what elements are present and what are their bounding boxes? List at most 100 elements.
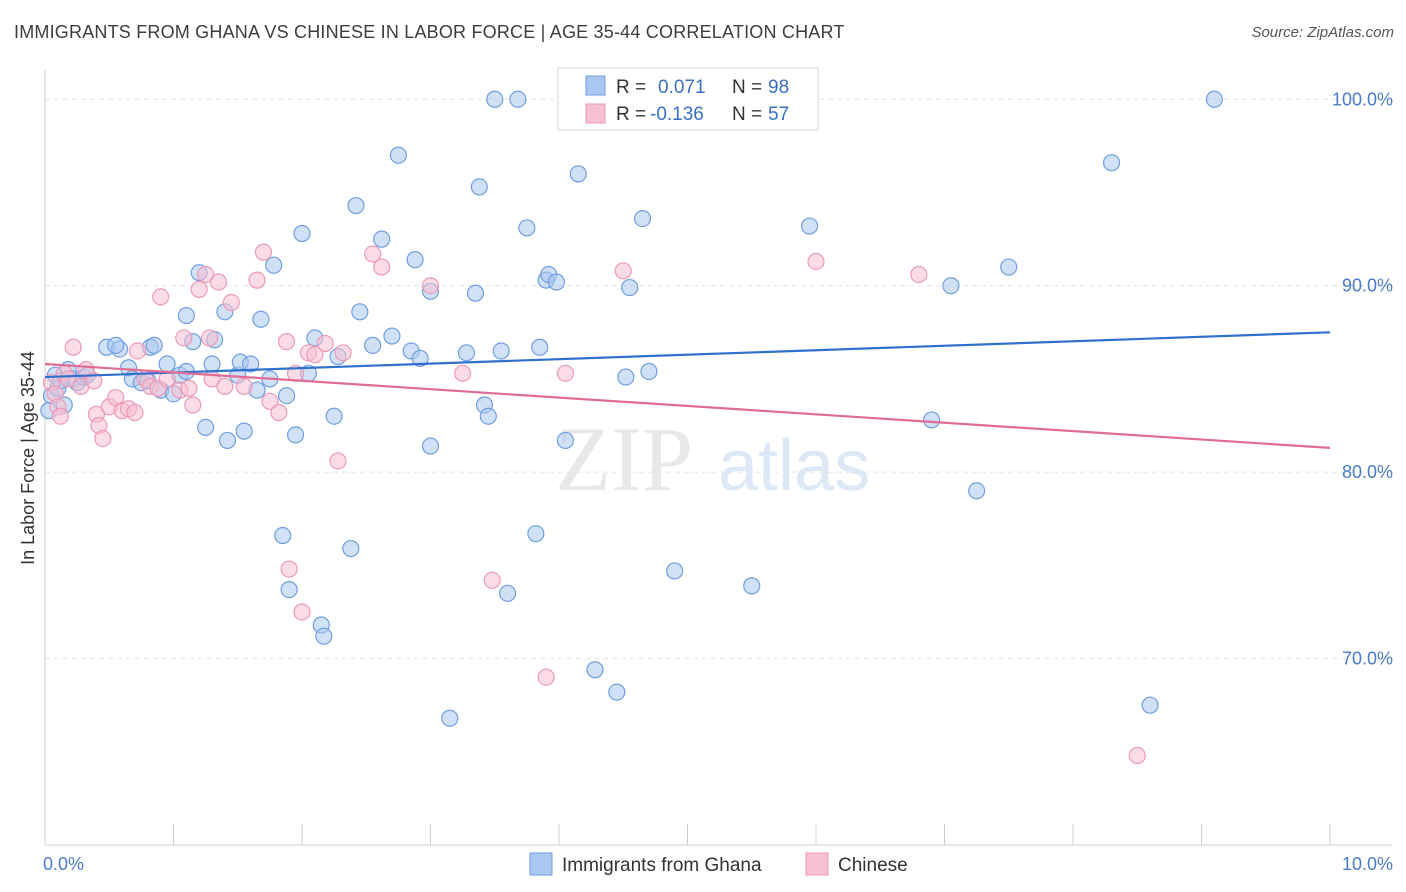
chinese-point bbox=[373, 258, 391, 276]
chinese-point bbox=[200, 329, 219, 347]
chinese-point bbox=[334, 344, 352, 362]
chinese-point bbox=[197, 265, 215, 284]
ghana-point bbox=[411, 349, 429, 368]
chinese-point bbox=[180, 379, 198, 397]
legend-label-ghana: Immigrants from Ghana bbox=[562, 855, 762, 876]
ghana-point bbox=[389, 146, 407, 164]
ghana-point bbox=[518, 219, 536, 237]
chinese-point bbox=[483, 571, 501, 589]
stats-n-value-chinese: 57 bbox=[768, 104, 789, 125]
ghana-point bbox=[1141, 696, 1159, 714]
chinese-point bbox=[126, 403, 144, 422]
chinese-point bbox=[316, 334, 334, 353]
stats-r-value-chinese: -0.136 bbox=[650, 104, 704, 125]
ghana-point bbox=[466, 284, 485, 302]
ghana-point bbox=[531, 338, 549, 356]
ghana-point bbox=[235, 422, 253, 440]
watermark-zip: ZIP bbox=[555, 408, 693, 510]
chinese-point bbox=[128, 342, 147, 360]
ghana-point bbox=[486, 90, 504, 108]
ghana-point bbox=[145, 336, 163, 354]
ghana-point bbox=[1205, 90, 1223, 108]
ghana-point bbox=[556, 431, 575, 450]
chinese-point bbox=[1128, 746, 1146, 765]
ghana-point bbox=[923, 411, 941, 429]
ghana-point bbox=[499, 584, 517, 602]
ghana-point bbox=[547, 273, 566, 291]
ghana-point bbox=[265, 256, 283, 274]
y-tick-label: 100.0% bbox=[1332, 89, 1393, 109]
ghana-point bbox=[351, 303, 369, 321]
chinese-point bbox=[209, 273, 228, 291]
y-tick-label: 80.0% bbox=[1342, 462, 1393, 482]
chinese-point bbox=[329, 452, 347, 470]
chinese-point bbox=[94, 429, 112, 448]
ghana-point bbox=[364, 336, 382, 354]
ghana-point bbox=[586, 661, 604, 679]
ghana-point bbox=[277, 387, 296, 405]
ghana-point bbox=[421, 437, 440, 455]
trend-lines bbox=[44, 331, 1331, 450]
legend-swatch-ghana bbox=[529, 852, 553, 876]
chinese-point bbox=[184, 396, 202, 414]
stats-swatch-chinese bbox=[585, 103, 606, 124]
chinese-point bbox=[254, 243, 273, 261]
ghana-point bbox=[373, 230, 391, 248]
ghana-point bbox=[470, 178, 488, 196]
chinese-point bbox=[261, 392, 279, 410]
ghana-point bbox=[218, 431, 237, 450]
chinese-point bbox=[537, 668, 555, 686]
chinese-point bbox=[364, 245, 382, 263]
chinese-point bbox=[421, 277, 440, 295]
ghana-point bbox=[666, 562, 684, 580]
chinese-point bbox=[614, 262, 632, 280]
series-legend: Immigrants from Ghana Chinese bbox=[529, 852, 908, 876]
chinese-point bbox=[248, 271, 266, 289]
ghana-point bbox=[621, 278, 639, 297]
ghana-point bbox=[325, 407, 343, 425]
axes bbox=[44, 70, 1392, 846]
chinese-point bbox=[190, 280, 208, 299]
legend-swatch-chinese bbox=[805, 852, 829, 876]
ghana-point bbox=[406, 251, 424, 269]
chinese-point bbox=[85, 372, 103, 390]
stats-n-label-ghana: N = bbox=[732, 77, 762, 98]
series-chinese-points bbox=[42, 243, 1146, 765]
chinese-point bbox=[556, 364, 575, 382]
chinese-point bbox=[270, 403, 288, 422]
chinese-point bbox=[454, 364, 472, 382]
ghana-point bbox=[441, 709, 459, 727]
ghana-point bbox=[347, 196, 365, 215]
stats-n-value-ghana: 98 bbox=[768, 77, 789, 98]
ghana-point bbox=[617, 368, 635, 386]
chinese-point bbox=[152, 288, 170, 306]
ghana-point bbox=[342, 539, 360, 558]
ghana-point bbox=[1000, 258, 1018, 276]
stats-r-value-ghana: 0.071 bbox=[658, 77, 706, 98]
tick-labels: 70.0% 80.0% 90.0% 100.0% 0.0% 10.0% bbox=[43, 89, 1393, 874]
ghana-point bbox=[293, 224, 311, 243]
chinese-point bbox=[277, 333, 296, 351]
stats-r-label-chinese: R = bbox=[616, 104, 646, 125]
ghana-point bbox=[633, 210, 652, 228]
chinese-trend-line bbox=[44, 362, 1331, 450]
chinese-point bbox=[910, 265, 928, 284]
watermark-atlas: atlas bbox=[718, 426, 870, 506]
y-tick-label: 70.0% bbox=[1342, 649, 1393, 669]
chinese-point bbox=[216, 377, 234, 395]
ghana-trend-line bbox=[44, 331, 1331, 379]
x-tick-label: 0.0% bbox=[43, 854, 84, 874]
chinese-point bbox=[64, 338, 82, 356]
y-axis-title: In Labor Force | Age 35-44 bbox=[18, 351, 38, 565]
ghana-point bbox=[286, 426, 305, 444]
stats-r-label-ghana: R = bbox=[616, 77, 646, 98]
ghana-point bbox=[640, 362, 658, 381]
chinese-point bbox=[222, 293, 240, 312]
ghana-point bbox=[383, 327, 401, 345]
ghana-point bbox=[197, 418, 215, 436]
chinese-point bbox=[280, 560, 298, 578]
ghana-point bbox=[492, 342, 510, 360]
ghana-point bbox=[177, 306, 195, 325]
ghana-point bbox=[457, 344, 476, 362]
